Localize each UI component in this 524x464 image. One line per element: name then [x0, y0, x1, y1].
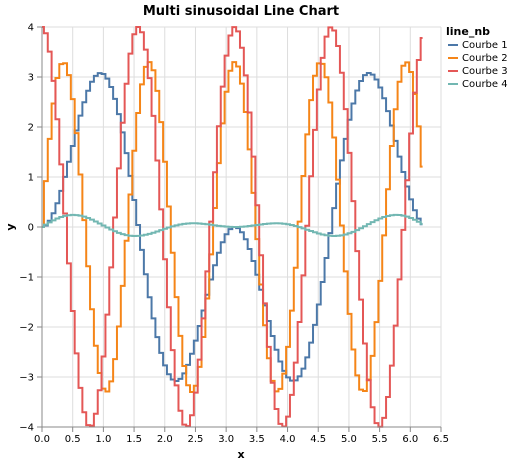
x-tick-label: 2.0	[157, 434, 173, 445]
legend-label: Courbe 3	[462, 66, 508, 77]
x-tick-label: 3.5	[249, 434, 265, 445]
series-line-3	[42, 26, 423, 428]
series-line-1	[42, 72, 423, 382]
y-tick-label: 3	[28, 73, 34, 84]
y-axis-title: y	[4, 223, 17, 230]
legend-title: line_nb	[446, 25, 490, 38]
legend: line_nb Courbe 1 Courbe 2 Courbe 3 Courbe 4	[446, 25, 508, 90]
legend-items: Courbe 1 Courbe 2 Courbe 3 Courbe 4	[448, 40, 508, 90]
legend-label: Courbe 1	[462, 40, 508, 51]
legend-label: Courbe 2	[462, 53, 508, 64]
y-tick-label: 0	[28, 223, 34, 234]
y-tick-label: −2	[19, 323, 34, 334]
x-tick-label: 0.5	[65, 434, 81, 445]
x-axis-title: x	[237, 448, 244, 461]
y-tick-label: −1	[19, 273, 34, 284]
legend-label: Courbe 4	[462, 79, 508, 90]
x-tick-label: 2.5	[188, 434, 204, 445]
y-tick-label: 1	[28, 173, 34, 184]
x-tick-label: 0.0	[34, 434, 50, 445]
y-tick-label: −3	[19, 373, 34, 384]
x-tick-label: 6.5	[433, 434, 449, 445]
x-tick-label: 4.0	[280, 434, 296, 445]
axes: 0.0 0.5 1.0 1.5 2.0 2.5 3.0 3.5 4.0 4.5 5.0 5.5 6.0 6…	[19, 23, 449, 446]
x-tick-label: 6.0	[402, 434, 418, 445]
x-tick-label: 1.5	[126, 434, 142, 445]
x-tick-label: 3.0	[218, 434, 234, 445]
series-lines	[42, 26, 423, 428]
series-line-4	[42, 213, 423, 237]
x-tick-label: 5.0	[341, 434, 357, 445]
plot-area: 0.0 0.5 1.0 1.5 2.0 2.5 3.0 3.5 4.0 4.5 5.0 5.5 6.0 6…	[19, 23, 449, 446]
y-tick-label: 2	[28, 123, 34, 134]
x-tick-label: 5.5	[372, 434, 388, 445]
series-line-2	[42, 61, 423, 393]
y-tick-label: −4	[19, 423, 34, 434]
x-tick-label: 4.5	[310, 434, 326, 445]
x-tick-label: 1.0	[95, 434, 111, 445]
chart-title: Multi sinusoidal Line Chart	[143, 4, 339, 19]
y-tick-label: 4	[28, 23, 34, 34]
